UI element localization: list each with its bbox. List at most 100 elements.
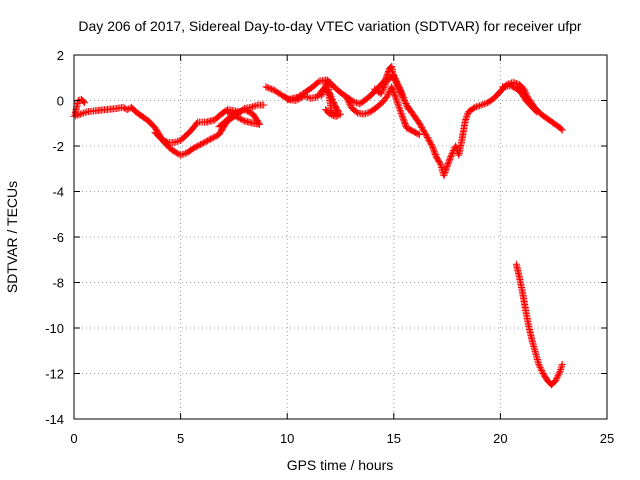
data-point [265, 84, 273, 92]
data-point [555, 369, 563, 377]
y-tick-label: -4 [52, 185, 64, 200]
data-point [172, 149, 180, 157]
data-point [319, 88, 327, 96]
data-point [554, 372, 562, 380]
data-point [463, 111, 471, 119]
x-tick-label: 5 [177, 431, 184, 446]
data-point [174, 150, 182, 158]
data-point [262, 83, 270, 91]
data-point [260, 101, 268, 109]
data-point [399, 94, 407, 102]
data-point [181, 149, 189, 157]
data-point [423, 132, 431, 140]
data-point [248, 109, 256, 117]
data-point [558, 362, 566, 370]
data-point [382, 79, 390, 87]
data-point [236, 107, 244, 115]
data-point [418, 124, 426, 132]
data-point [401, 120, 409, 128]
data-point [400, 97, 408, 104]
data-point [393, 78, 401, 86]
data-point [442, 167, 450, 175]
data-point [394, 99, 402, 107]
data-point [390, 89, 398, 97]
data-point [252, 102, 260, 110]
data-point [532, 107, 540, 115]
data-point [403, 103, 411, 111]
data-point [538, 366, 546, 374]
data-point [392, 76, 400, 84]
y-tick-label: -10 [45, 321, 64, 336]
data-point [423, 133, 431, 141]
plot-frame [73, 54, 608, 420]
data-point [192, 143, 200, 151]
data-point [389, 86, 397, 94]
data-point [293, 96, 301, 104]
data-point [393, 97, 401, 105]
data-point [388, 83, 396, 91]
x-tick-label: 25 [600, 431, 614, 446]
data-point [395, 103, 403, 111]
data-point [446, 154, 454, 162]
data-point [448, 150, 456, 158]
data-point [428, 142, 436, 150]
data-point [553, 375, 561, 383]
data-point [345, 99, 353, 107]
data-point [388, 84, 396, 92]
data-point [399, 115, 407, 123]
data-point [292, 97, 300, 104]
data-point [414, 130, 422, 138]
data-point [471, 103, 479, 111]
data-point [195, 141, 203, 149]
data-point [382, 93, 390, 101]
y-axis-label: SDTVAR / TECUs [4, 181, 20, 293]
data-point [557, 364, 565, 372]
data-point [250, 102, 258, 110]
data-point [430, 146, 438, 154]
data-point [470, 104, 478, 112]
data-point [344, 96, 352, 104]
data-point [314, 78, 322, 86]
data-point [302, 93, 310, 101]
data-point [318, 89, 326, 97]
data-point [300, 92, 308, 100]
data-point [429, 145, 437, 153]
data-point [343, 94, 351, 102]
data-point [431, 151, 439, 159]
data-point [461, 117, 469, 125]
data-point [395, 82, 403, 90]
data-point [346, 100, 354, 108]
data-point [236, 115, 244, 123]
data-point [320, 86, 328, 94]
data-point [365, 108, 373, 116]
data-point [78, 110, 86, 118]
data-point [404, 104, 412, 112]
data-point [558, 360, 566, 368]
data-point [180, 150, 188, 158]
data-point [215, 123, 223, 131]
data-point [395, 84, 403, 92]
data-point [378, 87, 386, 95]
data-point [224, 108, 232, 116]
y-tick-label: -2 [52, 139, 64, 154]
data-point [444, 161, 452, 169]
y-tick-label: 2 [57, 48, 64, 63]
data-point [337, 110, 344, 118]
data-point [391, 73, 399, 81]
data-point [198, 140, 206, 148]
data-point [403, 101, 411, 109]
data-point [558, 126, 566, 134]
data-point [397, 87, 405, 95]
data-point [177, 151, 185, 159]
data-point [322, 106, 330, 114]
data-point [384, 90, 392, 98]
data-point [297, 93, 305, 101]
data-point [537, 365, 545, 373]
data-point [394, 100, 402, 108]
data-points [70, 62, 566, 389]
data-point [443, 164, 451, 172]
data-point [422, 131, 430, 139]
data-point [474, 102, 482, 110]
data-point [320, 85, 328, 93]
data-point [72, 112, 80, 120]
